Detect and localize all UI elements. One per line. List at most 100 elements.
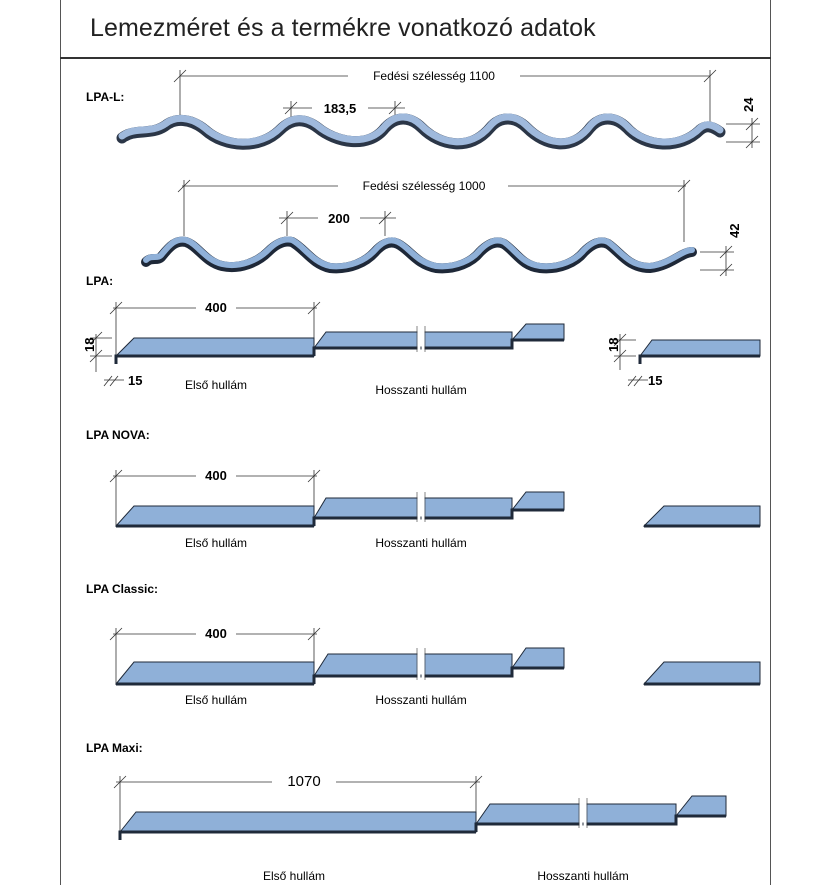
lpa-long-wave-caption: Hosszanti hullám [375, 383, 466, 397]
length-400-label: 400 [205, 300, 227, 315]
nova-first-wave-caption: Első hullám [185, 536, 247, 550]
height-18-label: 18 [82, 338, 97, 352]
tick [284, 101, 298, 115]
length-400-label: 400 [205, 468, 227, 483]
tick [719, 263, 733, 277]
lpa-maxi-label: LPA Maxi: [86, 741, 143, 755]
tick [378, 211, 392, 225]
maxi-first-wave-edge [118, 830, 476, 840]
nova-detail-segment [642, 505, 761, 527]
lpa-wave [143, 236, 695, 270]
lpa-long-wave-edge [312, 338, 564, 356]
title-underline [60, 57, 771, 59]
maxi-long-wave-segment-2 [585, 803, 677, 825]
height-42-label: 42 [727, 224, 742, 238]
classic-first-wave-caption: Első hullám [185, 693, 247, 707]
tick [745, 117, 759, 131]
length-400-label-bg [196, 299, 236, 315]
maxi-first-wave-caption: Első hullám [263, 869, 325, 883]
lpa-section: LPA: 400 18 15 Első hullám Hosszanti hul [82, 274, 761, 397]
lpa-first-wave-segment [114, 337, 315, 357]
maxi-long-wave-edge [474, 814, 726, 832]
maxi-long-wave-segment-3 [674, 795, 727, 817]
pitch-200-label: 200 [328, 211, 350, 226]
tick [109, 627, 123, 641]
lpa-maxi-section: LPA Maxi: 1070 Első hullám Hosszanti hul… [86, 741, 727, 883]
pitch-183-label: 183,5 [324, 101, 357, 116]
lpa-long-wave-segment-3 [510, 323, 565, 341]
tick [89, 349, 103, 363]
tick [103, 375, 113, 387]
tick [613, 333, 627, 347]
length-400-label-bg [196, 625, 236, 641]
tick [613, 349, 627, 363]
nose-15-label: 15 [128, 373, 142, 388]
lpa-long-wave-segment-2 [423, 331, 513, 349]
nova-long-wave-segment-3 [510, 491, 565, 511]
nova-first-wave-segment [114, 505, 315, 527]
tick [307, 469, 321, 483]
cover-width-1100-label: Fedési szélesség 1100 [373, 69, 495, 83]
lpa-first-wave-caption: Első hullám [185, 378, 247, 392]
classic-long-wave-segment-3 [511, 647, 565, 669]
page-title: Lemezméret és a termékre vonatkozó adato… [90, 14, 596, 42]
lpa-l-section: LPA-L: Fedési szélesség 1100 183,5 24 [86, 66, 760, 150]
lpa-label: LPA: [86, 274, 113, 288]
maxi-long-wave-caption: Hosszanti hullám [537, 869, 628, 883]
length-1070-label-bg [272, 771, 336, 789]
nova-long-wave-edge [312, 508, 564, 526]
tick [109, 469, 123, 483]
lpa-l-wave [118, 113, 724, 146]
lpa-nova-label: LPA NOVA: [86, 428, 150, 442]
pitch-200-label-bg [318, 210, 360, 226]
length-1070-label: 1070 [287, 773, 320, 790]
tick [627, 375, 637, 387]
lpa-classic-section: LPA Classic: 400 Első hullám Hosszanti h… [86, 582, 761, 707]
frame-left-border [60, 0, 61, 885]
classic-first-wave-segment [114, 661, 315, 685]
lpa-nova-section: LPA NOVA: 400 Első hullám Hosszanti hull… [86, 428, 761, 550]
tick [307, 627, 321, 641]
tick [89, 331, 103, 345]
lpa-l-label: LPA-L: [86, 90, 124, 104]
lpa-wave-section: Fedési szélesség 1000 200 42 [141, 176, 742, 277]
detail-nose-15-label: 15 [648, 373, 662, 388]
frame-right-border [770, 0, 771, 885]
maxi-first-wave-segment [118, 811, 477, 833]
tick [109, 301, 123, 315]
lpa-detail-segment [639, 339, 761, 357]
tick [703, 69, 717, 83]
tick [388, 101, 402, 115]
cover-width-1000-label: Fedési szélesség 1000 [363, 179, 486, 193]
tick [745, 135, 759, 149]
nova-long-wave-caption: Hosszanti hullám [375, 536, 466, 550]
classic-long-wave-caption: Hosszanti hullám [375, 693, 466, 707]
nova-long-wave-segment-1 [313, 497, 419, 519]
cover-width-1100-label-bg [348, 66, 520, 84]
tick [109, 375, 119, 387]
classic-long-wave-segment-2 [423, 653, 513, 677]
length-400-label-bg [196, 467, 236, 483]
lpa-first-wave-edge [114, 354, 314, 364]
tick [633, 375, 643, 387]
tick [177, 179, 191, 193]
lpa-classic-label: LPA Classic: [86, 582, 158, 596]
tick [113, 775, 127, 789]
tick [280, 211, 294, 225]
pitch-183-label-bg [312, 100, 368, 116]
lpa-detail-edge [638, 354, 760, 364]
maxi-long-wave-segment-1 [475, 803, 581, 825]
detail-height-18-label: 18 [606, 338, 621, 352]
classic-long-wave-segment-1 [313, 653, 419, 677]
tick [719, 245, 733, 259]
classic-detail-segment [642, 661, 761, 685]
tick [677, 179, 691, 193]
cover-width-1000-label-bg [338, 176, 508, 194]
lpa-long-wave-segment-1 [313, 331, 419, 349]
height-24-label: 24 [741, 97, 756, 112]
nova-long-wave-segment-2 [423, 497, 513, 519]
length-400-label: 400 [205, 626, 227, 641]
tick [307, 301, 321, 315]
tick [173, 69, 187, 83]
